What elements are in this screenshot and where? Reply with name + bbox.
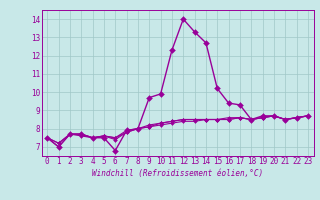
- X-axis label: Windchill (Refroidissement éolien,°C): Windchill (Refroidissement éolien,°C): [92, 169, 263, 178]
